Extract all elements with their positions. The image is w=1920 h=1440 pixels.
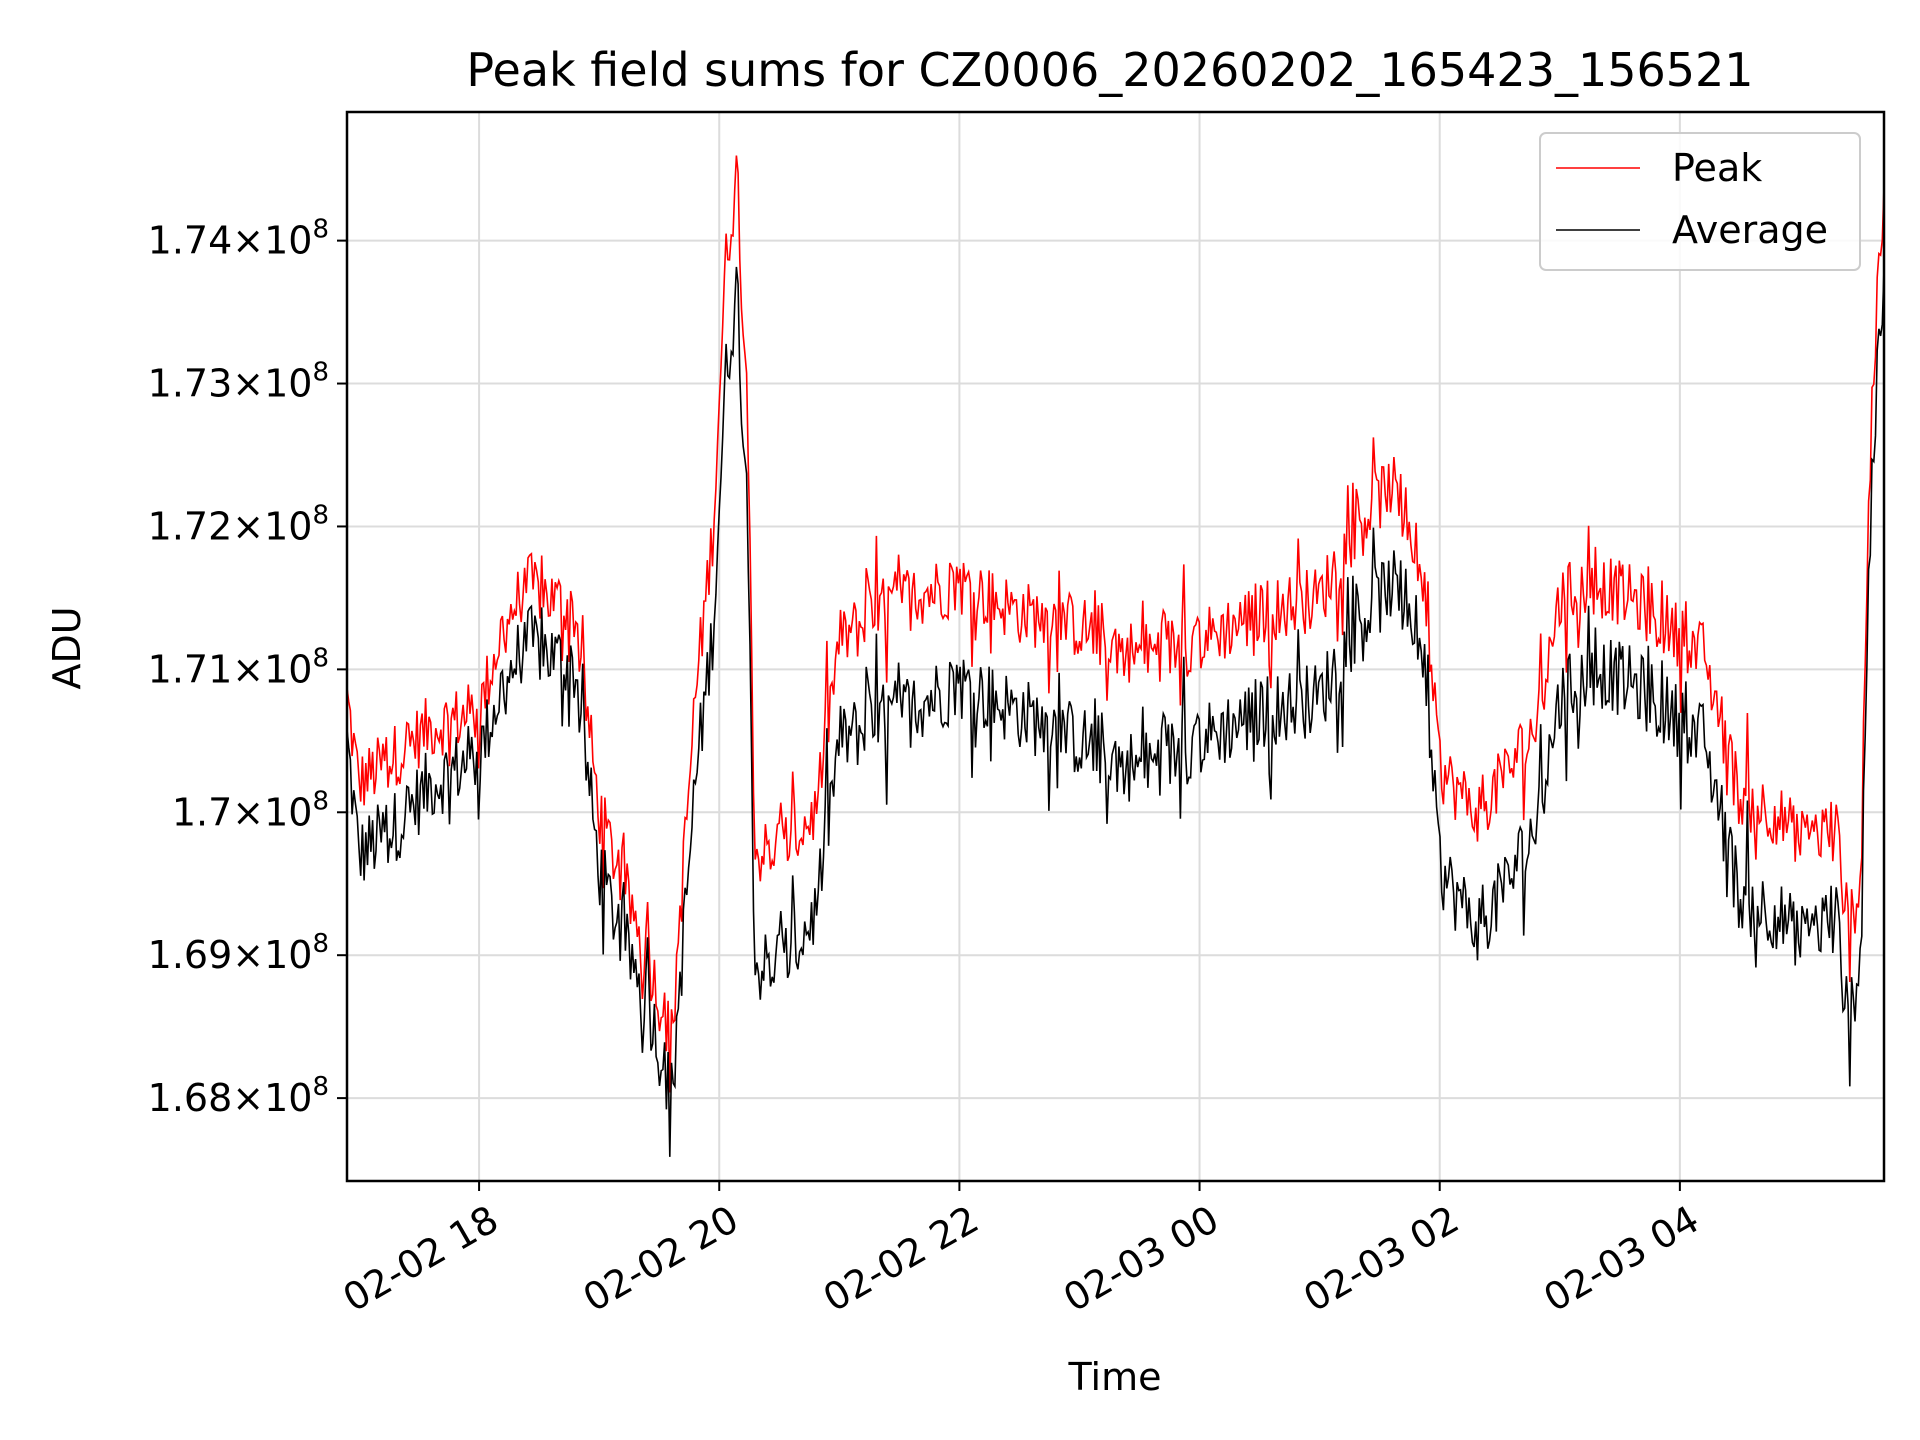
y-tick-label: 1.7×108 xyxy=(172,786,329,834)
legend-label-peak: Peak xyxy=(1672,146,1762,190)
chart-title: Peak field sums for CZ0006_20260202_1654… xyxy=(466,43,1753,97)
plot-frame xyxy=(345,110,1886,1183)
y-axis: 1.74×108 1.73×108 1.72×108 1.71×108 1.7×108 1… xyxy=(148,215,347,1120)
y-tick-label: 1.71×108 xyxy=(148,643,329,691)
series-group xyxy=(346,155,1885,1157)
y-tick-label: 1.69×108 xyxy=(148,929,329,977)
x-axis-label: Time xyxy=(1068,1355,1162,1399)
y-tick-label: 1.68×108 xyxy=(148,1072,329,1120)
y-axis-label: ADU xyxy=(45,606,89,689)
y-tick-label: 1.74×108 xyxy=(148,215,329,263)
series-line-average xyxy=(346,266,1885,1157)
legend: Peak Average xyxy=(1539,132,1861,271)
y-tick-label: 1.73×108 xyxy=(148,358,329,406)
y-tick-label: 1.72×108 xyxy=(148,500,329,548)
series-line-peak xyxy=(346,155,1885,1093)
legend-label-average: Average xyxy=(1672,208,1828,252)
